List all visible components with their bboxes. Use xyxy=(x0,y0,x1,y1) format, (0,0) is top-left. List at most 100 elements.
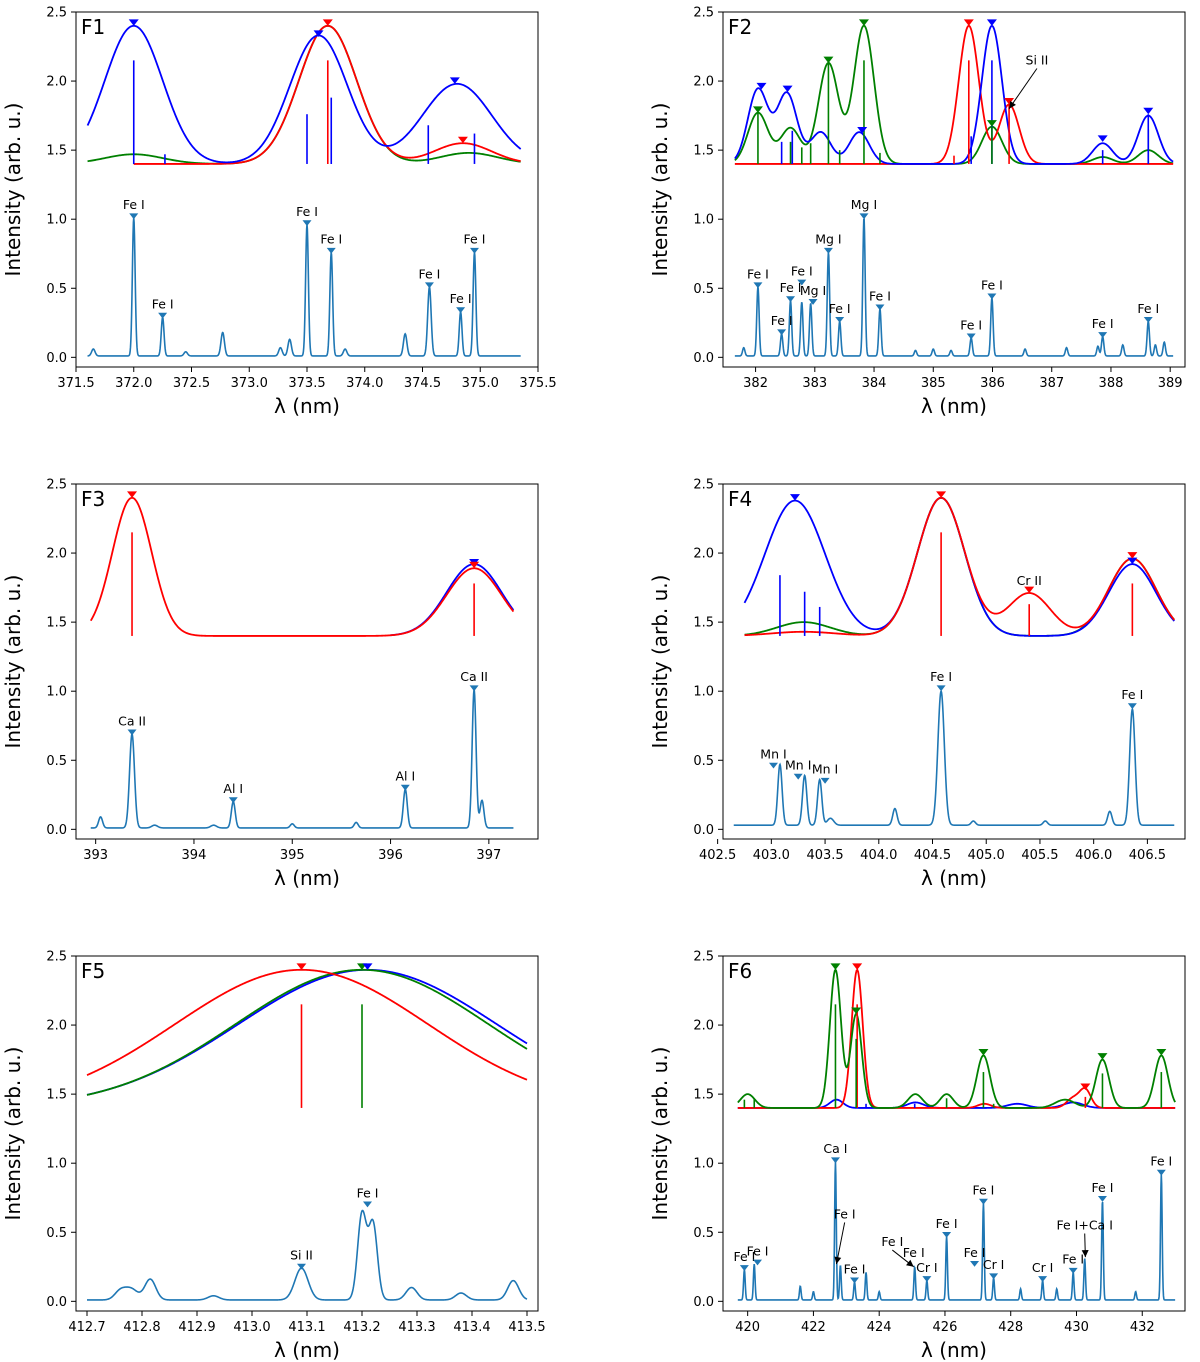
curve-peak-marker-green xyxy=(1156,1048,1167,1056)
x-tick-label: 371.5 xyxy=(57,376,94,391)
curve-peak-marker-red xyxy=(963,19,974,26)
x-tick-label: 412.7 xyxy=(68,1320,105,1335)
peak-marker xyxy=(129,213,139,220)
x-tick-label: 413.3 xyxy=(398,1320,435,1335)
curve-peak-marker-red xyxy=(1080,1083,1091,1090)
y-axis-title: Intensity (arb. u.) xyxy=(1,575,25,749)
y-tick-label: 0.5 xyxy=(46,754,67,769)
x-tick-label: 404.5 xyxy=(914,848,951,863)
peak-label: Mn I xyxy=(760,747,786,762)
x-tick-label: 413.4 xyxy=(453,1320,490,1335)
spectrum-line xyxy=(734,218,1174,357)
curve-peak-marker-red xyxy=(1024,586,1035,594)
peak-marker xyxy=(835,316,845,323)
peak-label: Fe I xyxy=(747,1243,769,1258)
peak-marker xyxy=(777,329,787,336)
plot-area xyxy=(86,19,522,357)
peak-marker xyxy=(820,777,830,784)
annotation-label: Si II xyxy=(1026,52,1049,67)
peak-marker xyxy=(850,1277,860,1284)
x-tick-label: 373.5 xyxy=(288,376,325,391)
axes-frame xyxy=(75,483,539,840)
peak-label: Si II xyxy=(290,1248,313,1263)
peak-label: Al I xyxy=(395,769,415,784)
x-tick-label: 404.0 xyxy=(860,848,897,863)
x-tick-label: 426 xyxy=(933,1320,958,1335)
panel-label: F2 xyxy=(728,15,752,39)
curve-peak-marker-green xyxy=(830,963,841,970)
x-tick-label: 382 xyxy=(743,376,768,391)
y-tick-label: 1.5 xyxy=(693,144,714,159)
peak-label: Fe I xyxy=(791,264,813,279)
peak-label: Fe I xyxy=(1062,1252,1084,1267)
peak-label: Mg I xyxy=(800,283,826,298)
y-tick-label: 0.5 xyxy=(693,282,714,297)
peak-marker xyxy=(978,1198,988,1205)
peak-label: Fe I xyxy=(973,1183,995,1198)
peak-label: Fe I xyxy=(419,266,441,281)
x-tick-label: 396 xyxy=(378,848,403,863)
x-tick-label: 374.0 xyxy=(346,376,383,391)
y-axis-title: Intensity (arb. u.) xyxy=(648,1047,672,1221)
peak-label: Fe I xyxy=(936,1216,958,1231)
x-tick-label: 406.0 xyxy=(1075,848,1112,863)
peak-marker xyxy=(875,304,885,311)
x-tick-label: 372.0 xyxy=(115,376,152,391)
curve-peak-marker-blue xyxy=(857,127,868,134)
peak-marker xyxy=(808,298,818,305)
curve-peak-marker-blue xyxy=(789,494,800,501)
y-tick-label: 2.0 xyxy=(693,547,714,562)
model-curve-green xyxy=(737,968,1176,1109)
peak-label: Fe I xyxy=(1137,301,1159,316)
x-tick-label: 432 xyxy=(1130,1320,1155,1335)
x-tick-label: 375.0 xyxy=(462,376,499,391)
y-tick-label: 2.5 xyxy=(46,950,67,965)
curve-peak-marker-blue xyxy=(782,85,793,93)
annotation-label: Fe I+Ca I xyxy=(1057,1218,1113,1233)
peak-marker xyxy=(363,1201,372,1208)
peak-marker xyxy=(228,797,238,804)
curve-peak-marker-green xyxy=(823,56,834,64)
y-tick-label: 0.5 xyxy=(693,1226,714,1241)
curve-peak-marker-green xyxy=(986,120,997,127)
x-tick-label: 386 xyxy=(980,376,1005,391)
panel-label: F5 xyxy=(81,959,105,983)
plot-area xyxy=(737,963,1176,1301)
model-curve-green xyxy=(86,968,528,1096)
y-tick-label: 2.0 xyxy=(693,75,714,90)
peak-label: Mn I xyxy=(812,762,838,777)
y-tick-label: 0.5 xyxy=(46,1226,67,1241)
curve-peak-marker-blue xyxy=(756,82,767,90)
peak-label: Fe I xyxy=(296,204,318,219)
plot-area xyxy=(734,19,1174,357)
curve-peak-marker-red xyxy=(469,561,480,569)
plot-area xyxy=(89,491,515,829)
x-tick-label: 413.2 xyxy=(343,1320,380,1335)
peak-label: Fe I xyxy=(869,288,891,303)
peak-marker xyxy=(936,685,946,692)
annotation-arrow xyxy=(1008,68,1038,109)
y-tick-label: 2.0 xyxy=(693,1019,714,1034)
peak-marker xyxy=(158,312,168,319)
peak-label: Fe I xyxy=(357,1185,379,1200)
peak-marker xyxy=(456,307,466,314)
x-tick-label: 403.0 xyxy=(753,848,790,863)
spectrum-line xyxy=(87,1209,528,1301)
curve-peak-marker-red xyxy=(457,136,468,144)
peak-marker xyxy=(1143,316,1153,323)
x-tick-label: 430 xyxy=(1064,1320,1089,1335)
y-axis-title: Intensity (arb. u.) xyxy=(1,103,25,277)
curve-peak-marker-green xyxy=(978,1048,989,1056)
peak-label: Mg I xyxy=(851,197,877,212)
peak-marker xyxy=(830,1157,840,1164)
peak-label: Fe I xyxy=(123,197,145,212)
panel-f5: Si II Fe I 412.7 412.8 412.9 413.0 413.1 413.2 4… xyxy=(1,950,546,1362)
x-tick-label: 413.0 xyxy=(233,1320,270,1335)
peak-marker xyxy=(922,1276,932,1282)
curve-peak-marker-blue xyxy=(128,19,139,26)
y-tick-label: 0.0 xyxy=(693,1295,714,1310)
peak-marker xyxy=(987,293,997,300)
peak-marker xyxy=(970,1260,980,1267)
y-tick-label: 1.0 xyxy=(46,685,67,700)
